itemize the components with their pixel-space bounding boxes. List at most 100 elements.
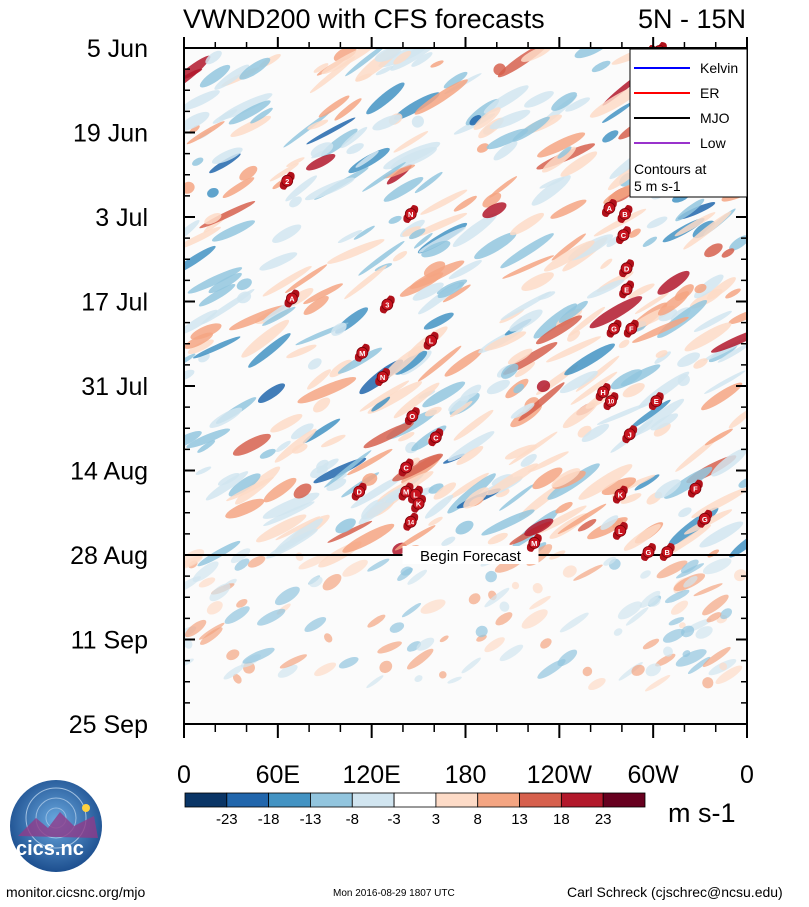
x-axis: 0 60E 120E 180 120W 60W 0 — [177, 37, 754, 789]
field-anomaly — [593, 208, 647, 237]
field-anomaly — [468, 593, 481, 605]
storm-label: N — [408, 210, 413, 219]
field-anomaly — [197, 540, 241, 567]
field-anomaly — [650, 413, 679, 431]
field-anomaly — [229, 305, 286, 331]
field-anomaly — [706, 277, 736, 300]
field-anomaly — [337, 229, 363, 244]
field-anomaly — [314, 662, 337, 677]
colorbar-label: 13 — [511, 811, 528, 828]
storm-label: E — [654, 397, 659, 406]
storm-marker: D — [351, 482, 367, 501]
field-anomaly — [448, 259, 482, 280]
storm-marker: C — [428, 428, 444, 447]
field-anomaly — [262, 306, 296, 326]
field-anomaly — [230, 115, 272, 137]
storm-label: G — [646, 548, 652, 557]
storm-marker: K — [612, 485, 628, 504]
storm-label: B — [665, 548, 671, 557]
storm-marker: M — [526, 533, 542, 552]
field-anomaly — [567, 330, 581, 342]
field-anomaly — [441, 536, 456, 546]
field-anomaly — [224, 606, 250, 624]
field-anomaly — [687, 656, 711, 674]
field-anomaly — [628, 283, 655, 299]
field-anomaly — [307, 369, 331, 390]
storm-core — [429, 431, 442, 444]
field-anomaly — [601, 477, 637, 496]
field-anomaly — [423, 261, 446, 278]
field-anomaly — [702, 594, 729, 616]
field-anomaly — [537, 659, 566, 679]
field-anomaly — [239, 57, 271, 80]
field-anomaly — [521, 48, 552, 62]
field-anomaly — [577, 518, 597, 532]
storm-marker: A — [284, 289, 300, 308]
field-anomaly — [620, 493, 642, 504]
field-anomaly — [262, 265, 312, 297]
field-anomaly — [362, 162, 406, 192]
field-anomaly — [721, 248, 735, 258]
field-anomaly — [209, 407, 243, 428]
legend-note-line1: Contours at — [634, 161, 706, 177]
field-anomaly — [413, 232, 433, 249]
field-anomaly — [286, 344, 317, 359]
field-anomaly — [654, 479, 681, 499]
field-anomaly — [443, 71, 468, 89]
field-anomaly — [342, 559, 368, 577]
field-anomaly — [262, 492, 320, 519]
field-anomaly — [406, 641, 422, 652]
storm-label: 10 — [608, 400, 615, 406]
field-anomaly — [402, 226, 421, 237]
storm-label: 2 — [285, 177, 289, 186]
field-anomaly — [623, 524, 661, 551]
field-anomaly — [453, 195, 477, 212]
field-anomaly — [307, 119, 329, 130]
field-anomaly — [228, 100, 271, 125]
storm-core — [404, 515, 417, 528]
field-anomaly — [725, 288, 741, 299]
field-anomaly — [206, 601, 223, 615]
y-tick-label: 5 Jun — [87, 35, 148, 63]
field-anomaly — [394, 525, 436, 551]
storm-marker: K — [411, 494, 427, 513]
field-anomaly — [275, 516, 321, 541]
field-anomaly — [313, 63, 329, 73]
field-anomaly — [211, 147, 243, 164]
field-anomaly — [366, 82, 405, 115]
colorbar-label: 3 — [432, 811, 440, 828]
field-anomaly — [603, 556, 617, 566]
field-anomaly — [424, 494, 454, 519]
field-anomaly — [613, 628, 623, 636]
storm-core — [376, 371, 389, 383]
field-anomaly — [433, 482, 457, 500]
field-anomaly — [618, 339, 630, 349]
field-anomaly — [430, 60, 444, 68]
field-anomaly — [448, 395, 470, 412]
field-anomaly — [184, 309, 218, 335]
field-anomaly — [192, 336, 241, 359]
field-anomaly — [401, 602, 422, 618]
field-anomaly — [657, 291, 690, 316]
field-anomaly — [409, 228, 426, 240]
storm-core — [623, 428, 636, 441]
storm-marker: J — [622, 425, 638, 444]
field-anomaly — [680, 559, 699, 574]
field-anomaly — [524, 90, 554, 108]
x-tick-label: 0 — [177, 761, 191, 789]
field-anomaly — [358, 487, 404, 525]
field-anomaly — [475, 625, 488, 638]
storm-label: A — [289, 294, 295, 303]
y-tick-label: 28 Aug — [70, 542, 148, 570]
field-anomaly — [670, 600, 689, 615]
field-anomaly — [439, 671, 447, 679]
field-anomaly — [486, 379, 510, 395]
x-tick-label: 0 — [740, 761, 754, 789]
field-anomaly — [304, 177, 355, 201]
field-anomaly — [293, 483, 312, 499]
footer-url[interactable]: monitor.cicsnc.org/mjo — [6, 884, 146, 900]
field-anomaly — [677, 374, 690, 387]
field-anomaly — [668, 617, 685, 626]
field-anomaly — [521, 609, 548, 629]
field-anomaly — [499, 601, 510, 612]
